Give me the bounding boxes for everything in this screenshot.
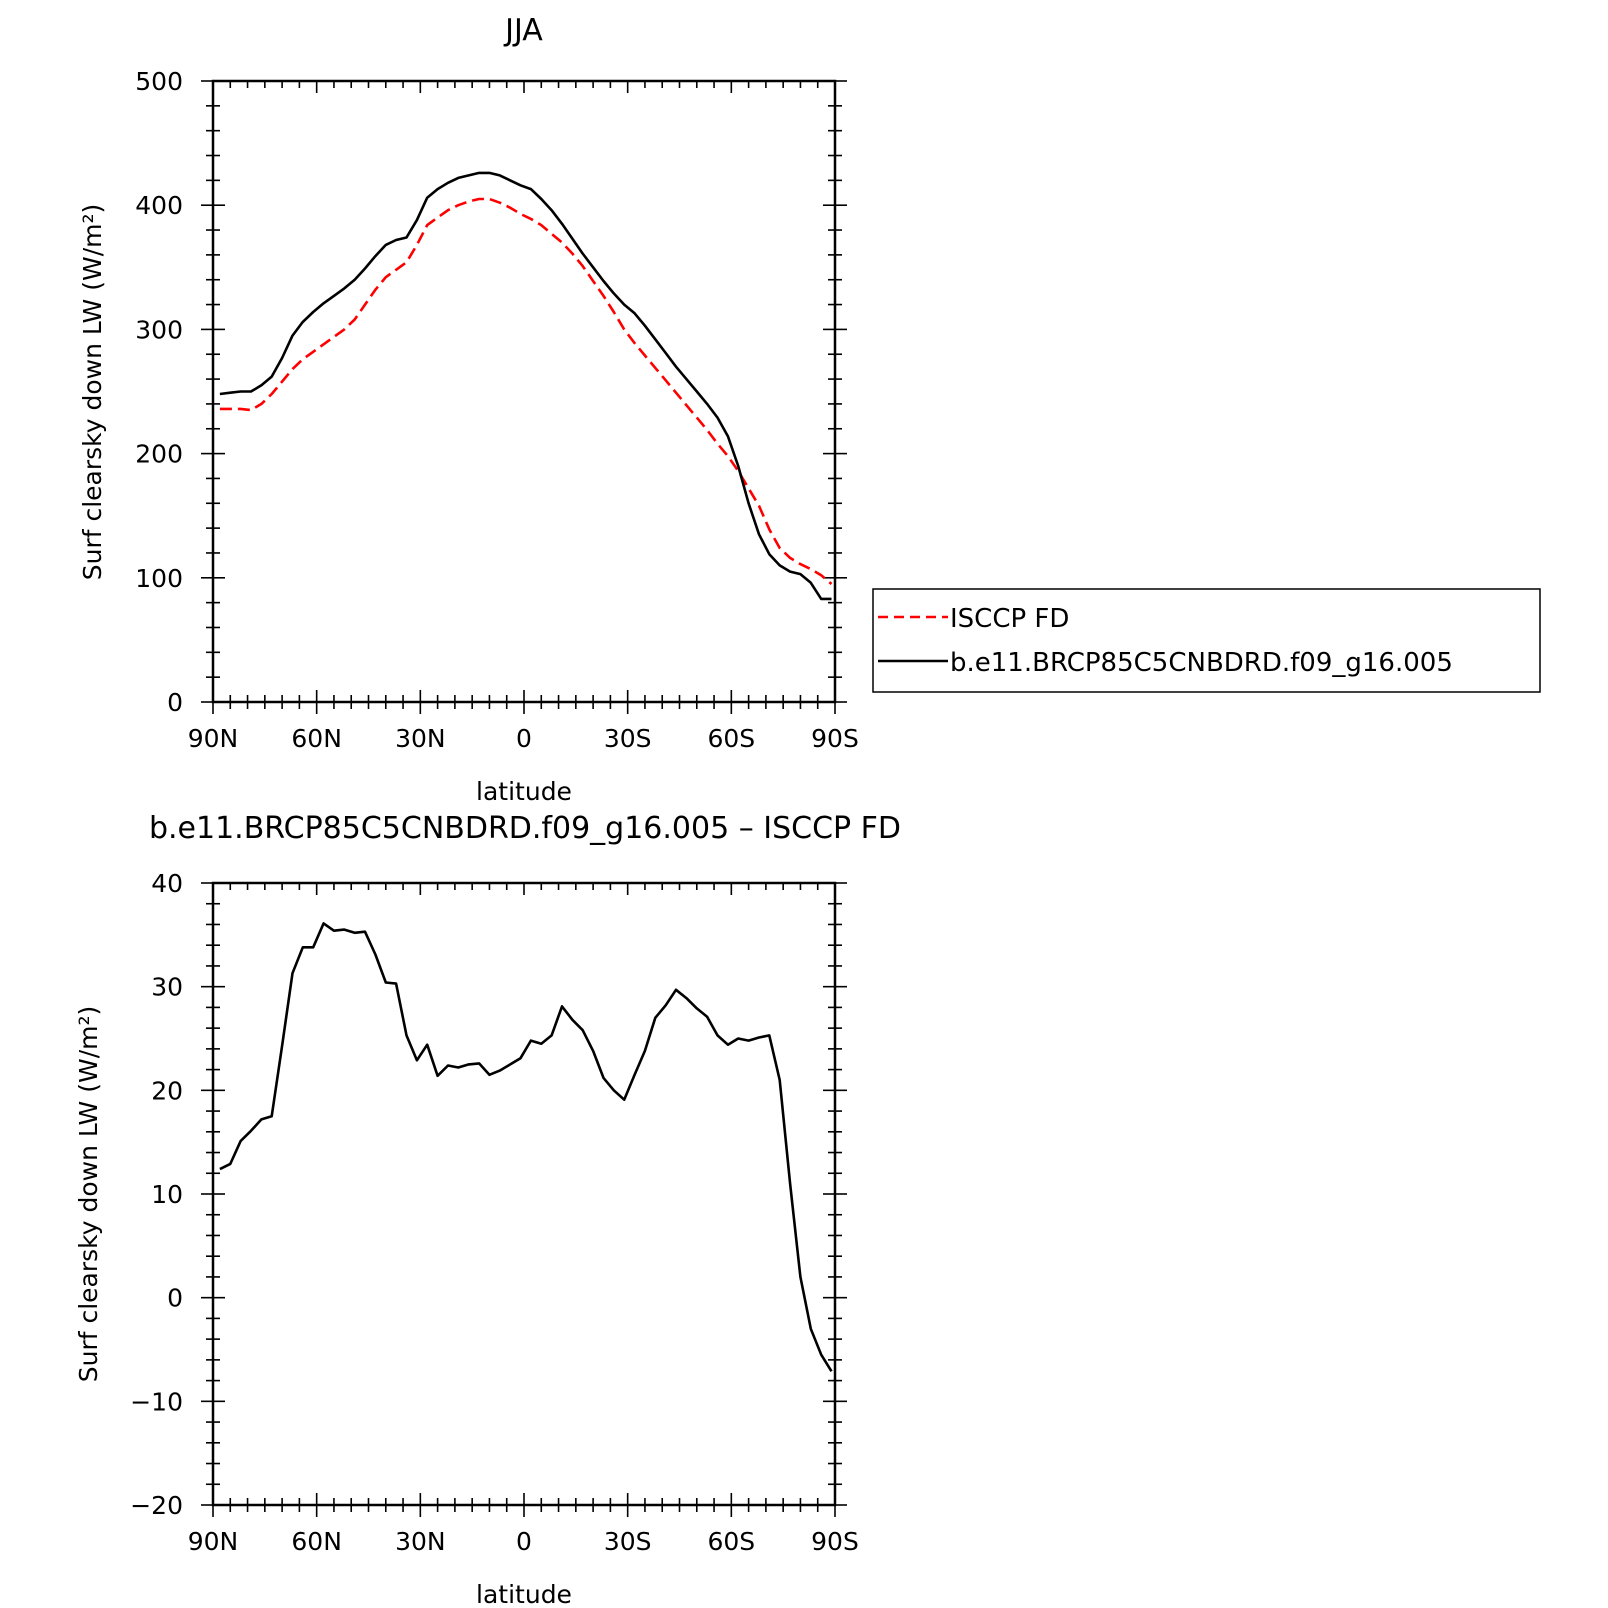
bottom-plot-frame	[211, 881, 837, 1507]
x-tick-label: 60S	[707, 724, 755, 753]
y-tick-label: 0	[167, 688, 183, 717]
bottom-x-axis-label: latitude	[476, 1580, 572, 1608]
bottom-series-lines	[219, 922, 833, 1372]
y-tick-label: −20	[130, 1491, 183, 1520]
top-tick-marks	[201, 80, 847, 714]
bottom-plot-title: b.e11.BRCP85C5CNBDRD.f09_g16.005 – ISCCP…	[149, 811, 901, 846]
x-tick-label: 60S	[707, 1527, 755, 1556]
top-plot-title: JJA	[503, 13, 543, 48]
top-series-lines	[219, 171, 833, 601]
top-x-tick-labels: 90N 60N 30N 0 30S 60S 90S	[188, 724, 859, 753]
series-line-0-0	[219, 197, 833, 585]
y-tick-label: 500	[135, 67, 183, 96]
x-tick-label: 90S	[811, 724, 859, 753]
x-tick-label: 30N	[395, 1527, 446, 1556]
top-y-tick-labels: 0 100 200 300 400 500	[135, 67, 183, 717]
bottom-y-tick-labels: −20 −10 0 10 20 30 40	[130, 869, 183, 1520]
x-tick-label: 60N	[291, 1527, 342, 1556]
y-tick-label: 10	[151, 1180, 183, 1209]
y-tick-label: 30	[151, 973, 183, 1002]
bottom-tick-marks	[201, 882, 847, 1517]
bottom-x-tick-labels: 90N 60N 30N 0 30S 60S 90S	[188, 1527, 859, 1556]
y-tick-label: 0	[167, 1284, 183, 1313]
y-tick-label: 400	[135, 191, 183, 220]
x-tick-label: 30S	[604, 1527, 652, 1556]
bottom-y-axis-label: Surf clearsky down LW (W/m²)	[74, 1006, 103, 1383]
y-tick-label: 20	[151, 1076, 183, 1105]
x-tick-label: 30N	[395, 724, 446, 753]
x-tick-label: 30S	[604, 724, 652, 753]
y-tick-label: 40	[151, 869, 183, 898]
y-tick-label: 100	[135, 564, 183, 593]
y-tick-label: −10	[130, 1387, 183, 1416]
x-tick-label: 90S	[811, 1527, 859, 1556]
x-tick-label: 0	[516, 724, 532, 753]
top-plot-frame	[211, 79, 837, 704]
top-x-axis-label: latitude	[476, 777, 572, 806]
legend-box	[872, 588, 1541, 693]
x-tick-label: 90N	[188, 724, 239, 753]
x-tick-label: 90N	[188, 1527, 239, 1556]
y-tick-label: 300	[135, 315, 183, 344]
x-tick-label: 60N	[291, 724, 342, 753]
x-tick-label: 0	[516, 1527, 532, 1556]
top-y-axis-label: Surf clearsky down LW (W/m²)	[78, 204, 107, 581]
y-tick-label: 200	[135, 440, 183, 469]
legend-label-isccp: ISCCP FD	[950, 604, 1069, 634]
top-panel: JJA 0 100 200 300 400 500 90N 60N 30N 0 30S 60S 90S…	[78, 13, 859, 806]
bottom-panel: b.e11.BRCP85C5CNBDRD.f09_g16.005 – ISCCP…	[74, 811, 901, 1608]
legend-label-model: b.e11.BRCP85C5CNBDRD.f09_g16.005	[950, 648, 1453, 678]
legend: ISCCP FD b.e11.BRCP85C5CNBDRD.f09_g16.00…	[872, 588, 1541, 693]
series-line-0-1	[219, 171, 832, 601]
series-line-1-0	[219, 922, 833, 1372]
